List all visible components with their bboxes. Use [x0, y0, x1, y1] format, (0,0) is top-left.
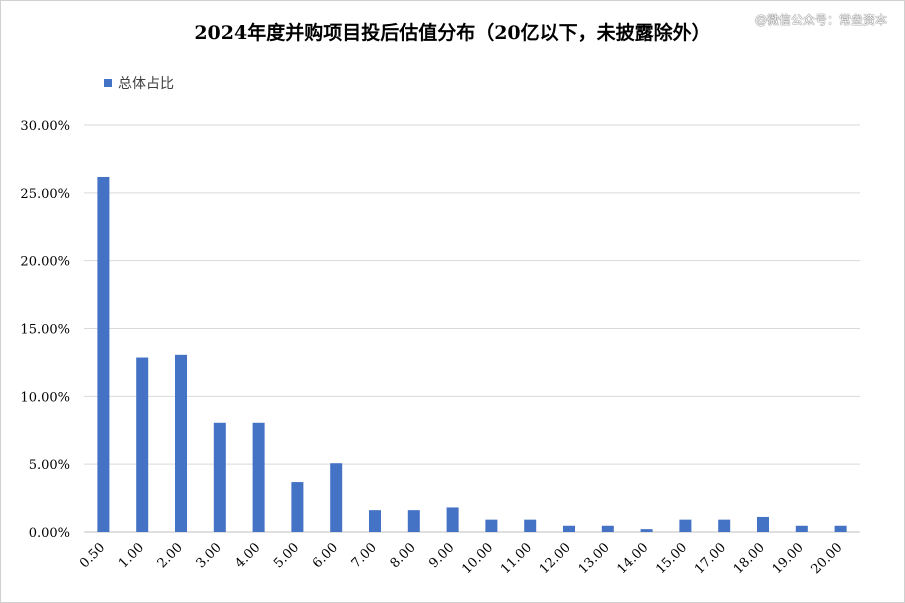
x-tick-label: 10.00 — [459, 540, 496, 577]
x-tick-label: 1.00 — [116, 540, 147, 571]
x-tick-label: 17.00 — [692, 540, 729, 577]
x-tick-label: 4.00 — [232, 540, 263, 571]
x-tick-label: 19.00 — [770, 540, 807, 577]
x-tick-label: 5.00 — [271, 540, 302, 571]
x-tick-label: 3.00 — [194, 540, 225, 571]
bar — [446, 507, 459, 532]
bar — [834, 525, 847, 532]
bar — [679, 519, 692, 532]
bar — [795, 525, 808, 532]
x-tick-label: 13.00 — [576, 540, 613, 577]
bar — [524, 519, 537, 532]
x-tick-label: 8.00 — [388, 540, 419, 571]
x-tick-label: 20.00 — [809, 540, 846, 577]
bar — [330, 463, 343, 532]
x-tick-label: 2.00 — [155, 540, 186, 571]
bar — [718, 519, 731, 532]
x-tick-label: 11.00 — [498, 540, 535, 577]
y-tick-label: 0.00% — [29, 526, 70, 541]
bar — [757, 516, 769, 532]
x-tick-label: 12.00 — [537, 540, 574, 577]
y-tick-label: 20.00% — [20, 255, 70, 270]
watermark-text: @微信公众号：常垒资本 — [754, 13, 887, 27]
x-tick-label: 0.50 — [77, 540, 108, 571]
bar — [175, 354, 187, 532]
x-tick-label: 14.00 — [615, 540, 652, 577]
y-tick-label: 10.00% — [20, 390, 70, 405]
x-tick-label: 18.00 — [731, 540, 768, 577]
y-tick-label: 30.00% — [20, 119, 70, 134]
bar — [407, 510, 420, 532]
bar — [601, 525, 614, 532]
y-tick-label: 25.00% — [20, 187, 70, 202]
bar — [369, 510, 381, 532]
chart-title: 2024年度并购项目投后估值分布（20亿以下，未披露除外） — [194, 22, 711, 44]
bar — [563, 525, 575, 532]
bar — [252, 422, 265, 532]
x-tick-label: 6.00 — [310, 540, 341, 571]
legend-label: 总体占比 — [118, 76, 174, 92]
bar — [97, 176, 110, 532]
bar — [485, 519, 498, 532]
x-tick-label: 7.00 — [349, 540, 380, 571]
x-tick-label: 15.00 — [653, 540, 690, 577]
legend-swatch — [104, 79, 112, 87]
y-tick-label: 15.00% — [20, 323, 70, 338]
bar — [213, 422, 226, 532]
bar — [291, 482, 304, 532]
x-tick-label: 9.00 — [426, 540, 457, 571]
legend: 总体占比 — [104, 73, 174, 93]
y-tick-label: 5.00% — [29, 458, 70, 473]
bar — [640, 529, 653, 532]
bar — [136, 357, 149, 532]
